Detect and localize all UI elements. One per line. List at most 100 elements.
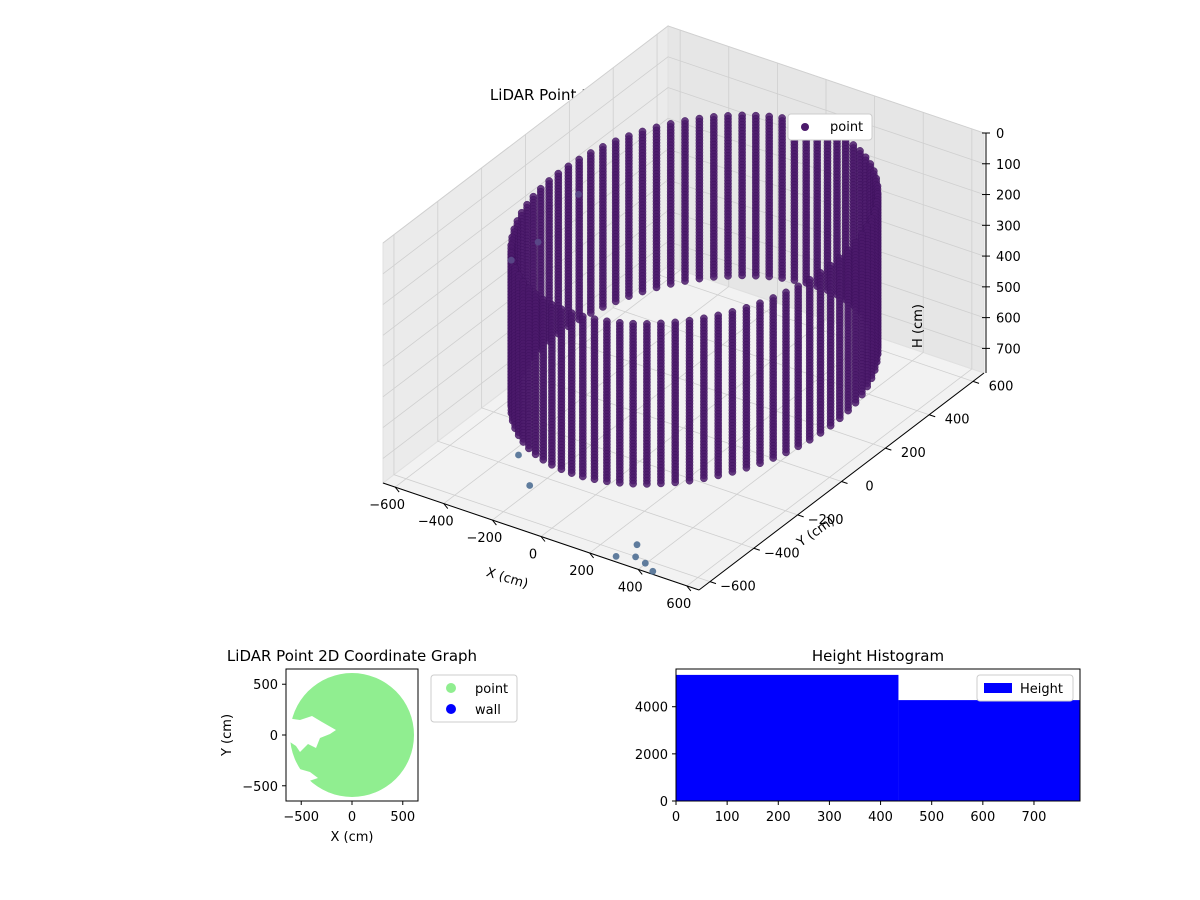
plot2d-y-tick-label: 500 (253, 678, 278, 693)
plot3d-point (638, 287, 647, 296)
plot2d-x-tick-label: 0 (348, 810, 356, 825)
plot3d-z-tick-label: 100 (996, 158, 1021, 173)
histogram-x-tick-label: 500 (919, 810, 944, 825)
plot3d-point (851, 398, 860, 407)
plot3d-y-tick (753, 547, 760, 551)
plot3d-point (603, 477, 611, 486)
plot3d-gridline-y (393, 234, 711, 583)
plot3d-x-tick-label: 600 (666, 597, 691, 612)
plot3d-outlier-point (534, 238, 542, 246)
histogram-x-tick-label: 700 (1022, 810, 1047, 825)
plot3d-z-tick-label: 0 (996, 127, 1004, 142)
plot3d-point (567, 469, 576, 477)
plot3d-point (805, 435, 814, 444)
plot3d-point (714, 471, 723, 480)
plot3d-point (616, 478, 624, 487)
plot3d-y-tick-label: −600 (720, 580, 756, 595)
plot3d-outlier-point (575, 190, 582, 198)
histogram-legend-label: Height (1020, 682, 1063, 697)
plot3d-axes: −600 −400 −200 0 200 400 600 −600 −400 −200 0 200 40… (369, 127, 1021, 612)
plot3d-outlier-point (507, 256, 515, 264)
histogram-x-tick-label: 100 (715, 810, 740, 825)
plot3d-legend-marker (801, 123, 809, 131)
plot2d-y-tick-label: 0 (270, 729, 278, 744)
plot3d-point (685, 476, 694, 485)
plot2d-x-tick-label: −500 (283, 810, 319, 825)
plot3d-z-tick-label: 200 (996, 189, 1021, 204)
plot3d-point (816, 429, 825, 437)
plot3d-outlier-point (612, 553, 620, 560)
plot3d-y-tick-label: −400 (764, 546, 800, 561)
histogram-legend-swatch (984, 683, 1012, 693)
plot3d-point (778, 274, 786, 282)
plot3d-points (507, 111, 882, 575)
plot2d-legend-marker-wall (446, 704, 456, 714)
plot3d-point (794, 442, 803, 451)
plot3d-point (724, 272, 732, 280)
histogram-y-tick-label: 0 (660, 795, 668, 810)
plot3d-point (681, 277, 689, 285)
plot2d-y-tick-label: −500 (242, 780, 278, 795)
plot3d-x-tick-label: −200 (467, 531, 503, 546)
plot3d-x-tick (394, 486, 400, 493)
plot3d-point (652, 283, 661, 292)
plot2d-title: LiDAR Point 2D Coordinate Graph (227, 647, 477, 665)
histogram-title: Height Histogram (812, 647, 944, 665)
plot3d-z-tick-label: 400 (996, 250, 1021, 265)
plot3d-x-tick-label: 400 (618, 580, 643, 595)
plot3d-x-tick (443, 503, 449, 509)
plot3d-y-tick-label: 600 (989, 379, 1014, 394)
histogram-x-tick-label: 0 (672, 810, 680, 825)
histogram-x-tick-label: 400 (868, 810, 893, 825)
plot3d-point (590, 475, 599, 484)
plot3d-x-tick (637, 569, 643, 575)
plot3d-x-tick-label: 200 (569, 564, 594, 579)
plot3d-y-tick-label: −200 (808, 513, 844, 528)
plot3d-point (742, 463, 751, 472)
histogram-bar (898, 700, 1080, 801)
plot3d-point (657, 479, 665, 488)
plot3d-z-tick-label: 300 (996, 219, 1021, 234)
histogram-x-tick-label: 300 (817, 810, 842, 825)
plot3d-z-tick-label: 500 (996, 281, 1021, 296)
plot2d-legend: point wall (430, 674, 518, 723)
plot3d-point (844, 406, 852, 415)
plot2d-ylabel: Y (cm) (220, 714, 235, 757)
plot3d-point (790, 276, 799, 284)
plot3d-gridline-h (382, 87, 985, 305)
plot3d-point (643, 480, 651, 488)
plot3d-gridline-y (437, 201, 754, 549)
plot3d-y-tick-label: 200 (901, 446, 926, 461)
plot3d-z-tick-label: 600 (996, 312, 1021, 327)
plot3d-point (710, 273, 718, 281)
plot3d-x-tick (540, 536, 546, 542)
plot3d: LiDAR Point 3D Coordinate Graph −600−400… (369, 24, 1021, 612)
plot3d-point (548, 460, 556, 469)
plot3d-y-tick (929, 414, 936, 418)
plot3d-y-tick-label: 0 (865, 480, 873, 495)
histogram-y-tick-label: 4000 (635, 701, 668, 716)
plot3d-point (579, 472, 587, 481)
plot3d-y-tick (797, 514, 804, 518)
plot3d-legend-label: point (830, 120, 863, 135)
plot3d-point (557, 465, 566, 474)
plot3d-x-tick (491, 519, 497, 526)
plot2d-legend-marker-point (446, 683, 456, 693)
plot3d-point (625, 292, 633, 300)
plot3d-y-tick (841, 481, 848, 484)
plot3d-outlier-point (633, 541, 641, 549)
plot3d-point (671, 478, 680, 487)
plot3d-outlier-point (641, 559, 649, 567)
plot3d-legend: point (787, 113, 873, 141)
plot3d-point (525, 444, 533, 453)
plot3d-point (738, 271, 746, 280)
plot3d-x-tick-label: −600 (369, 498, 405, 513)
histogram-bar (676, 674, 899, 801)
plot3d-outlier-point (515, 451, 522, 459)
plot3d-gridline-h (382, 25, 985, 244)
plot3d-point (765, 272, 774, 281)
plot3d-x-tick (686, 585, 692, 592)
plot3d-point (836, 414, 844, 423)
plot3d-gridline-x (637, 112, 924, 570)
